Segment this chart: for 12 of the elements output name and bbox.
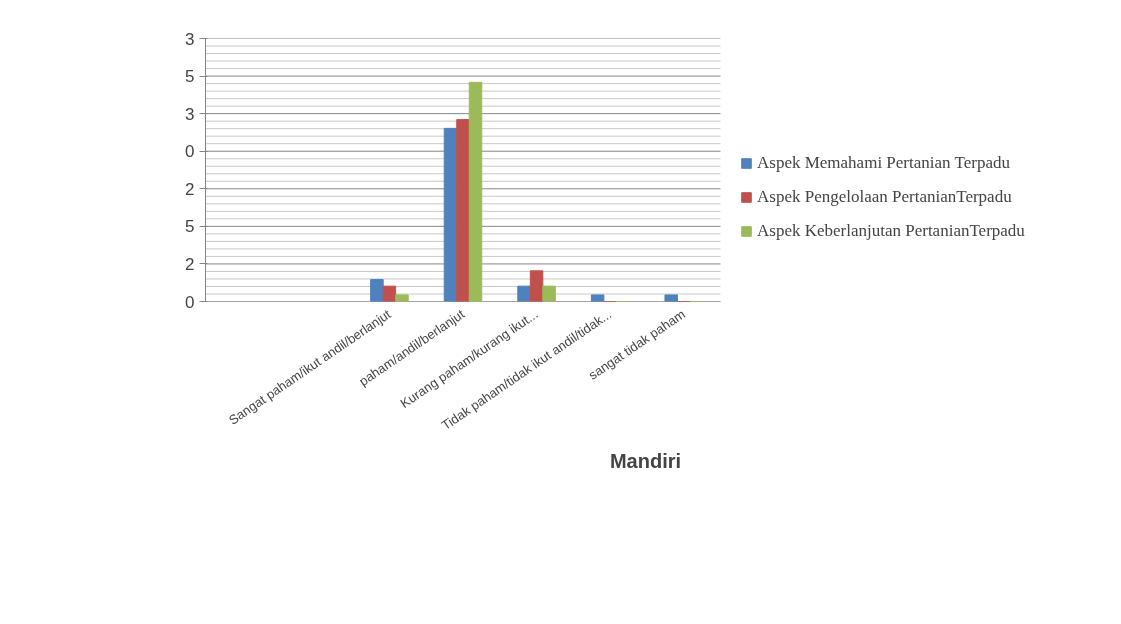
text: 2 (185, 179, 195, 199)
text: 0 (185, 292, 195, 312)
text: Mandiri (609, 449, 682, 472)
legend-label: Aspek Pengelolaan PertanianTerpadu (757, 187, 1012, 207)
text: 0 (185, 142, 195, 162)
text: 3 (185, 104, 195, 124)
text: 3 (185, 29, 195, 49)
text: 5 (185, 67, 195, 87)
text: 2 (185, 254, 195, 274)
legend-label: Aspek Memahami Pertanian Terpadu (757, 153, 1010, 173)
legend-label: Aspek Keberlanjutan PertanianTerpadu (757, 221, 1025, 241)
text: 5 (185, 217, 195, 237)
